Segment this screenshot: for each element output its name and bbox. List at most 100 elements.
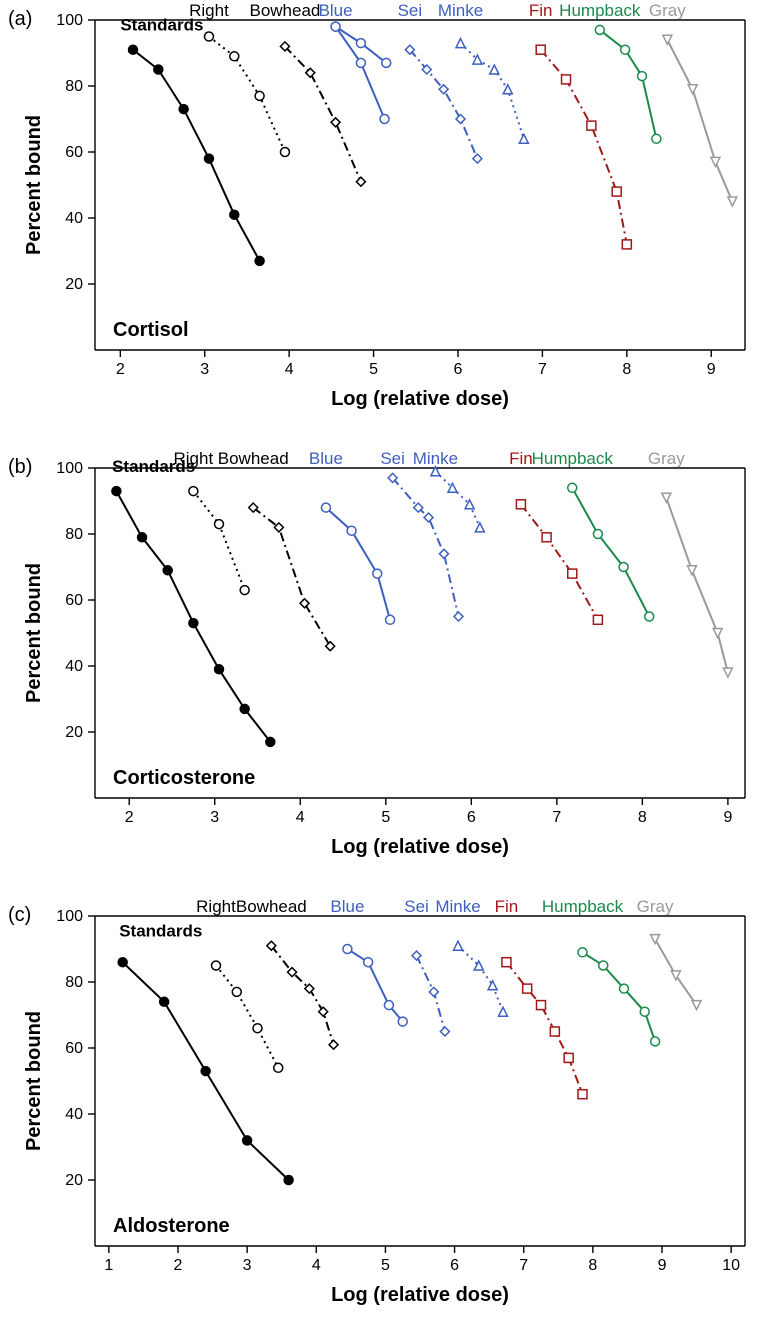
series-line-sei (410, 50, 478, 159)
series-line-minke (435, 471, 479, 527)
xtick-label: 3 (210, 809, 219, 826)
series-label-sei: Sei (380, 449, 405, 468)
series-label-gray: Gray (648, 449, 685, 468)
series-line-fin (506, 962, 582, 1094)
series-line-humpback (572, 488, 649, 617)
xtick-label: 2 (116, 361, 125, 378)
series-label-minke: Minke (435, 897, 480, 916)
series-label-minke: Minke (413, 449, 458, 468)
y-axis-title: Percent bound (23, 1011, 45, 1151)
series-label-right: Right (174, 449, 214, 468)
series-line-right (193, 491, 244, 590)
series-line-sei (393, 478, 459, 617)
series-label-sei: Sei (398, 1, 423, 20)
series-line-bowhead (271, 946, 333, 1045)
series-line-gray (667, 40, 732, 202)
ytick-label: 40 (65, 658, 83, 675)
series-label-standards: Standards (119, 921, 202, 940)
series-line-gray (666, 498, 728, 673)
xtick-label: 5 (381, 809, 390, 826)
panel-label-b: (b) (8, 456, 32, 479)
xtick-label: 8 (638, 809, 647, 826)
xtick-label: 2 (174, 1257, 183, 1274)
series-label-blue: Blue (330, 897, 364, 916)
xtick-label: 9 (723, 809, 732, 826)
xtick-label: 4 (285, 361, 294, 378)
y-axis-title: Percent bound (23, 563, 45, 703)
series-label-bowhead: Bowhead (249, 1, 320, 20)
y-axis-title: Percent bound (23, 115, 45, 255)
series-line-minke (461, 43, 524, 139)
chart-a: 2345678920406080100Log (relative dose)Pe… (0, 0, 777, 448)
ytick-label: 100 (56, 460, 83, 477)
series-label-bowhead: Bowhead (236, 897, 307, 916)
ytick-label: 80 (65, 526, 83, 543)
series-line-standards (116, 491, 270, 742)
series-line-minke (458, 946, 503, 1012)
series-label-fin: Fin (529, 1, 553, 20)
series-label-bowhead: Bowhead (218, 449, 289, 468)
series-label-humpback: Humpback (532, 449, 614, 468)
chart-c: 1234567891020406080100Log (relative dose… (0, 896, 777, 1344)
series-label-blue: Blue (309, 449, 343, 468)
ytick-label: 60 (65, 144, 83, 161)
series-label-right: Right (189, 1, 229, 20)
series-label-humpback: Humpback (559, 1, 641, 20)
ytick-label: 80 (65, 974, 83, 991)
xtick-label: 5 (381, 1257, 390, 1274)
series-line-blue (326, 508, 390, 620)
ytick-label: 60 (65, 1040, 83, 1057)
figure: (a)2345678920406080100Log (relative dose… (0, 0, 777, 1344)
series-label-gray: Gray (637, 897, 674, 916)
series-line-right (209, 37, 285, 153)
xtick-label: 6 (450, 1257, 459, 1274)
xtick-label: 7 (552, 809, 561, 826)
ytick-label: 20 (65, 1172, 83, 1189)
xtick-label: 8 (622, 361, 631, 378)
x-axis-title: Log (relative dose) (331, 1284, 509, 1306)
series-label-gray: Gray (649, 1, 686, 20)
xtick-label: 6 (467, 809, 476, 826)
series-label-blue: Blue (319, 1, 353, 20)
series-line-bowhead (285, 46, 361, 181)
series-label-sei: Sei (404, 897, 429, 916)
ytick-label: 40 (65, 210, 83, 227)
xtick-label: 6 (454, 361, 463, 378)
xtick-label: 9 (707, 361, 716, 378)
series-label-fin: Fin (509, 449, 533, 468)
series-line-standards (133, 50, 260, 261)
series-label-humpback: Humpback (542, 897, 624, 916)
panel-c: (c)1234567891020406080100Log (relative d… (0, 896, 777, 1344)
series-label-fin: Fin (495, 897, 519, 916)
ytick-label: 100 (56, 12, 83, 29)
hormone-label: Aldosterone (113, 1215, 230, 1237)
hormone-label: Corticosterone (113, 767, 255, 789)
ytick-label: 100 (56, 908, 83, 925)
series-line-blue (347, 949, 402, 1022)
chart-b: 2 3 4 5 6 7 8 9 20 40 60 80 100 Log (relative dose) Pe… (0, 448, 777, 896)
series-label-minke: Minke (438, 1, 483, 20)
x-axis-title: Log (relative dose) (331, 388, 509, 410)
xtick-label: 7 (519, 1257, 528, 1274)
xtick-label: 8 (588, 1257, 597, 1274)
xtick-label: 1 (104, 1257, 113, 1274)
xtick-label: 4 (312, 1257, 321, 1274)
series-line-humpback (583, 952, 656, 1041)
xtick-label: 4 (296, 809, 305, 826)
series-line-fin (541, 50, 627, 245)
series-line-right (216, 966, 278, 1068)
ytick-label: 20 (65, 276, 83, 293)
ytick-label: 40 (65, 1106, 83, 1123)
series-label-right: Right (196, 897, 236, 916)
xtick-label: 10 (722, 1257, 740, 1274)
xtick-label: 7 (538, 361, 547, 378)
panel-a: (a)2345678920406080100Log (relative dose… (0, 0, 777, 448)
xtick-label: 2 (125, 809, 134, 826)
ytick-label: 60 (65, 592, 83, 609)
hormone-label: Cortisol (113, 319, 189, 341)
xtick-label: 3 (200, 361, 209, 378)
xtick-label: 5 (369, 361, 378, 378)
panel-label-c: (c) (8, 904, 31, 927)
ytick-label: 20 (65, 724, 83, 741)
x-axis-title: Log (relative dose) (331, 836, 509, 858)
